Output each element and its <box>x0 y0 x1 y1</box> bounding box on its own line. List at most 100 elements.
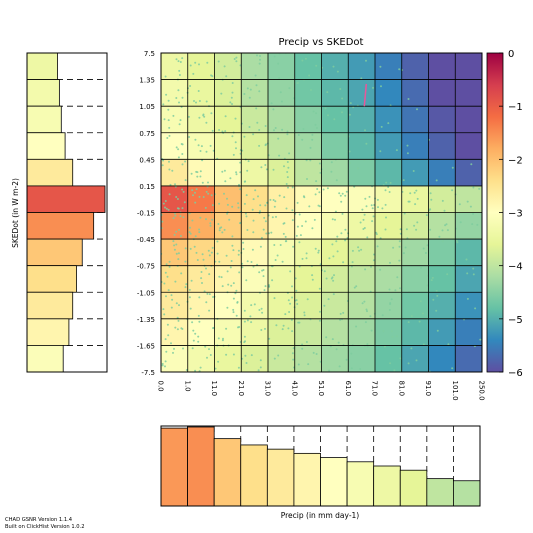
heatmap-cell[interactable] <box>241 239 269 266</box>
heatmap-cell[interactable] <box>348 53 376 80</box>
heatmap-cell[interactable] <box>321 212 349 240</box>
left-hist-bar[interactable] <box>26 185 106 213</box>
heatmap-cell[interactable] <box>455 79 482 107</box>
heatmap-cell[interactable] <box>348 212 376 240</box>
heatmap-cell[interactable] <box>241 212 269 240</box>
heatmap-cell[interactable] <box>455 53 482 80</box>
heatmap-cell[interactable] <box>294 106 322 134</box>
heatmap-cell[interactable] <box>268 53 296 80</box>
left-hist-bar[interactable] <box>26 265 77 293</box>
heatmap-cell[interactable] <box>401 292 429 320</box>
heatmap-cell[interactable] <box>428 53 456 80</box>
heatmap-cell[interactable] <box>214 318 242 346</box>
heatmap-cell[interactable] <box>241 345 269 372</box>
heatmap-cell[interactable] <box>268 292 296 320</box>
heatmap-cell[interactable] <box>348 185 376 213</box>
heatmap-cell[interactable] <box>428 239 456 266</box>
heatmap-cell[interactable] <box>401 53 429 80</box>
heatmap-cell[interactable] <box>401 212 429 240</box>
heatmap-cell[interactable] <box>455 292 482 320</box>
heatmap-cell[interactable] <box>294 265 322 293</box>
heatmap-cell[interactable] <box>161 239 189 266</box>
bottom-hist-bar[interactable] <box>160 427 188 507</box>
heatmap-cell[interactable] <box>348 318 376 346</box>
heatmap-cell[interactable] <box>161 106 189 134</box>
heatmap-cell[interactable] <box>214 345 242 372</box>
heatmap-cell[interactable] <box>428 132 456 160</box>
bottom-hist-bar[interactable] <box>266 448 295 507</box>
bottom-hist-bar[interactable] <box>213 438 242 507</box>
heatmap-cell[interactable] <box>401 265 429 293</box>
heatmap-cell[interactable] <box>321 239 349 266</box>
heatmap-cell[interactable] <box>428 345 456 372</box>
heatmap-cell[interactable] <box>321 292 349 320</box>
heatmap-cell[interactable] <box>455 318 482 346</box>
bottom-hist-bar[interactable] <box>453 480 481 507</box>
heatmap-cell[interactable] <box>428 265 456 293</box>
heatmap-cell[interactable] <box>321 53 349 80</box>
heatmap-cell[interactable] <box>455 132 482 160</box>
heatmap-cell[interactable] <box>375 292 403 320</box>
heatmap-cell[interactable] <box>161 132 189 160</box>
heatmap-cell[interactable] <box>401 159 429 187</box>
heatmap-cell[interactable] <box>294 159 322 187</box>
heatmap-cell[interactable] <box>268 318 296 346</box>
heatmap-cell[interactable] <box>428 212 456 240</box>
heatmap-cell[interactable] <box>375 345 403 372</box>
heatmap-cell[interactable] <box>455 212 482 240</box>
heatmap-cell[interactable] <box>375 265 403 293</box>
heatmap-cell[interactable] <box>161 265 189 293</box>
heatmap-cell[interactable] <box>268 132 296 160</box>
heatmap-cell[interactable] <box>187 79 215 107</box>
heatmap-cell[interactable] <box>321 318 349 346</box>
heatmap-cell[interactable] <box>455 159 482 187</box>
heatmap-cell[interactable] <box>375 239 403 266</box>
heatmap-cell[interactable] <box>161 318 189 346</box>
heatmap-cell[interactable] <box>268 106 296 134</box>
heatmap-cell[interactable] <box>241 292 269 320</box>
heatmap-cell[interactable] <box>348 265 376 293</box>
heatmap-cell[interactable] <box>268 345 296 372</box>
heatmap-cell[interactable] <box>375 53 403 80</box>
bottom-hist-bar[interactable] <box>399 469 428 507</box>
heatmap-cell[interactable] <box>375 318 403 346</box>
heatmap-cell[interactable] <box>401 132 429 160</box>
heatmap-cell[interactable] <box>161 53 189 80</box>
bottom-hist-bar[interactable] <box>187 426 215 507</box>
heatmap-cell[interactable] <box>428 106 456 134</box>
heatmap-cell[interactable] <box>455 265 482 293</box>
heatmap-cell[interactable] <box>294 185 322 213</box>
heatmap-cell[interactable] <box>455 345 482 372</box>
heatmap-cell[interactable] <box>187 106 215 134</box>
heatmap-cell[interactable] <box>241 106 269 134</box>
heatmap-cell[interactable] <box>294 239 322 266</box>
left-hist-bar[interactable] <box>26 132 66 160</box>
heatmap-cell[interactable] <box>294 132 322 160</box>
heatmap-cell[interactable] <box>214 292 242 320</box>
heatmap-cell[interactable] <box>214 106 242 134</box>
bottom-hist-bar[interactable] <box>320 457 348 507</box>
left-hist-bar[interactable] <box>26 238 83 267</box>
heatmap-cell[interactable] <box>321 132 349 160</box>
heatmap-cell[interactable] <box>214 53 242 80</box>
heatmap-cell[interactable] <box>348 106 376 134</box>
heatmap-cell[interactable] <box>401 345 429 372</box>
bottom-hist-bar[interactable] <box>373 465 401 507</box>
heatmap-cell[interactable] <box>294 212 322 240</box>
bottom-hist-bar[interactable] <box>346 461 375 507</box>
heatmap-cell[interactable] <box>161 185 189 213</box>
left-hist-bar[interactable] <box>26 212 95 240</box>
heatmap-cell[interactable] <box>321 159 349 187</box>
heatmap-cell[interactable] <box>268 159 296 187</box>
heatmap-cell[interactable] <box>401 239 429 266</box>
heatmap-cell[interactable] <box>187 265 215 293</box>
left-hist-bar[interactable] <box>26 158 74 187</box>
heatmap-cell[interactable] <box>268 265 296 293</box>
heatmap-cell[interactable] <box>455 185 482 213</box>
heatmap-cell[interactable] <box>187 159 215 187</box>
heatmap-cell[interactable] <box>375 106 403 134</box>
heatmap-cell[interactable] <box>348 345 376 372</box>
heatmap-cell[interactable] <box>401 318 429 346</box>
heatmap-cell[interactable] <box>455 239 482 266</box>
heatmap-cell[interactable] <box>348 79 376 107</box>
